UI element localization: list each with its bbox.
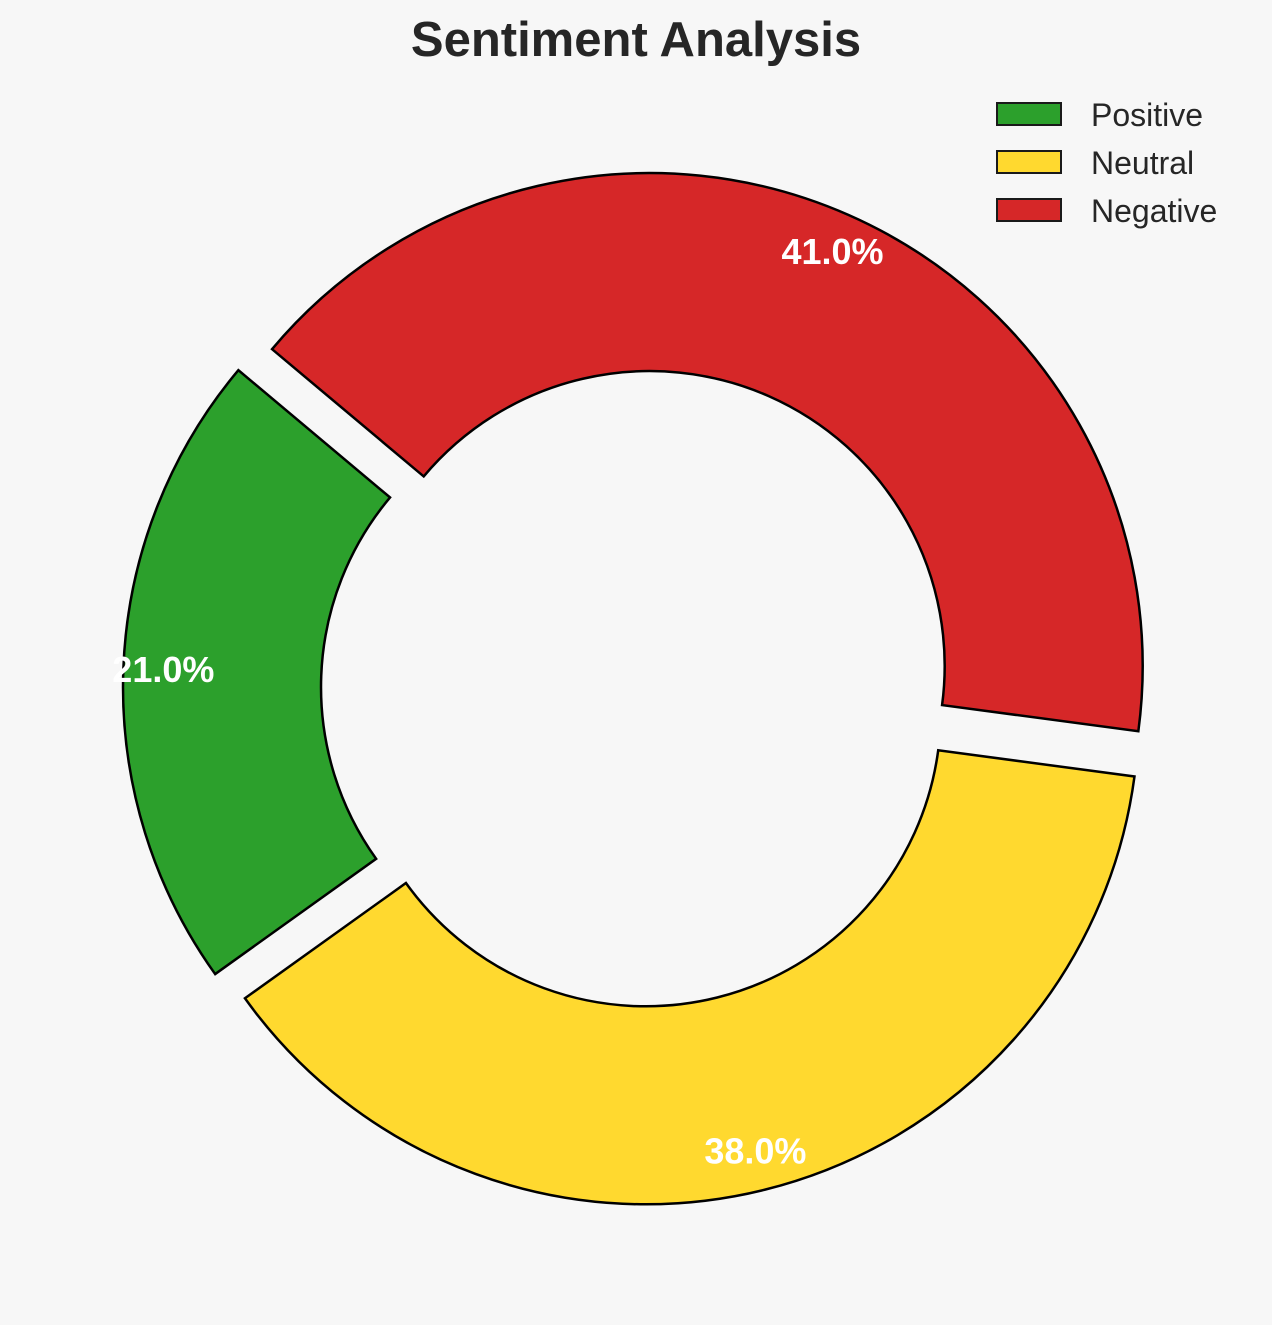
legend-label-negative: Negative — [1091, 193, 1218, 229]
legend: Positive Neutral Negative — [996, 96, 1246, 240]
legend-label-neutral: Neutral — [1091, 145, 1195, 181]
legend-swatch-negative — [996, 198, 1062, 222]
slice-label-neutral: 38.0% — [704, 1130, 806, 1171]
legend-swatch-neutral — [996, 150, 1062, 174]
slice-label-positive: 21.0% — [112, 649, 214, 690]
donut-slice-neutral — [243, 748, 1136, 1206]
legend-item-neutral: Neutral — [996, 144, 1246, 192]
donut-slice-negative — [270, 171, 1144, 733]
legend-swatch-positive — [996, 102, 1062, 126]
chart-title: Sentiment Analysis — [410, 13, 862, 67]
slice-label-negative: 41.0% — [781, 231, 883, 272]
legend-label-positive: Positive — [1091, 97, 1204, 133]
donut-slices — [121, 171, 1144, 1206]
slice-labels: 21.0% 38.0% 41.0% — [112, 231, 883, 1171]
donut-slice-positive — [121, 368, 392, 976]
legend-item-negative: Negative — [996, 192, 1246, 240]
legend-item-positive: Positive — [996, 96, 1246, 144]
